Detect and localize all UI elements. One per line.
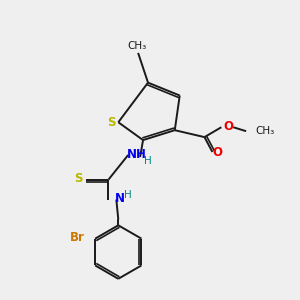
Text: N: N bbox=[115, 192, 125, 205]
Text: CH₃: CH₃ bbox=[255, 126, 274, 136]
Text: H: H bbox=[124, 190, 132, 200]
Text: NH: NH bbox=[127, 148, 147, 161]
Text: O: O bbox=[212, 146, 222, 160]
Text: S: S bbox=[74, 172, 83, 185]
Text: H: H bbox=[144, 156, 152, 166]
Text: Br: Br bbox=[70, 231, 85, 244]
Text: O: O bbox=[223, 120, 233, 133]
Text: CH₃: CH₃ bbox=[128, 41, 147, 51]
Text: S: S bbox=[107, 116, 116, 129]
